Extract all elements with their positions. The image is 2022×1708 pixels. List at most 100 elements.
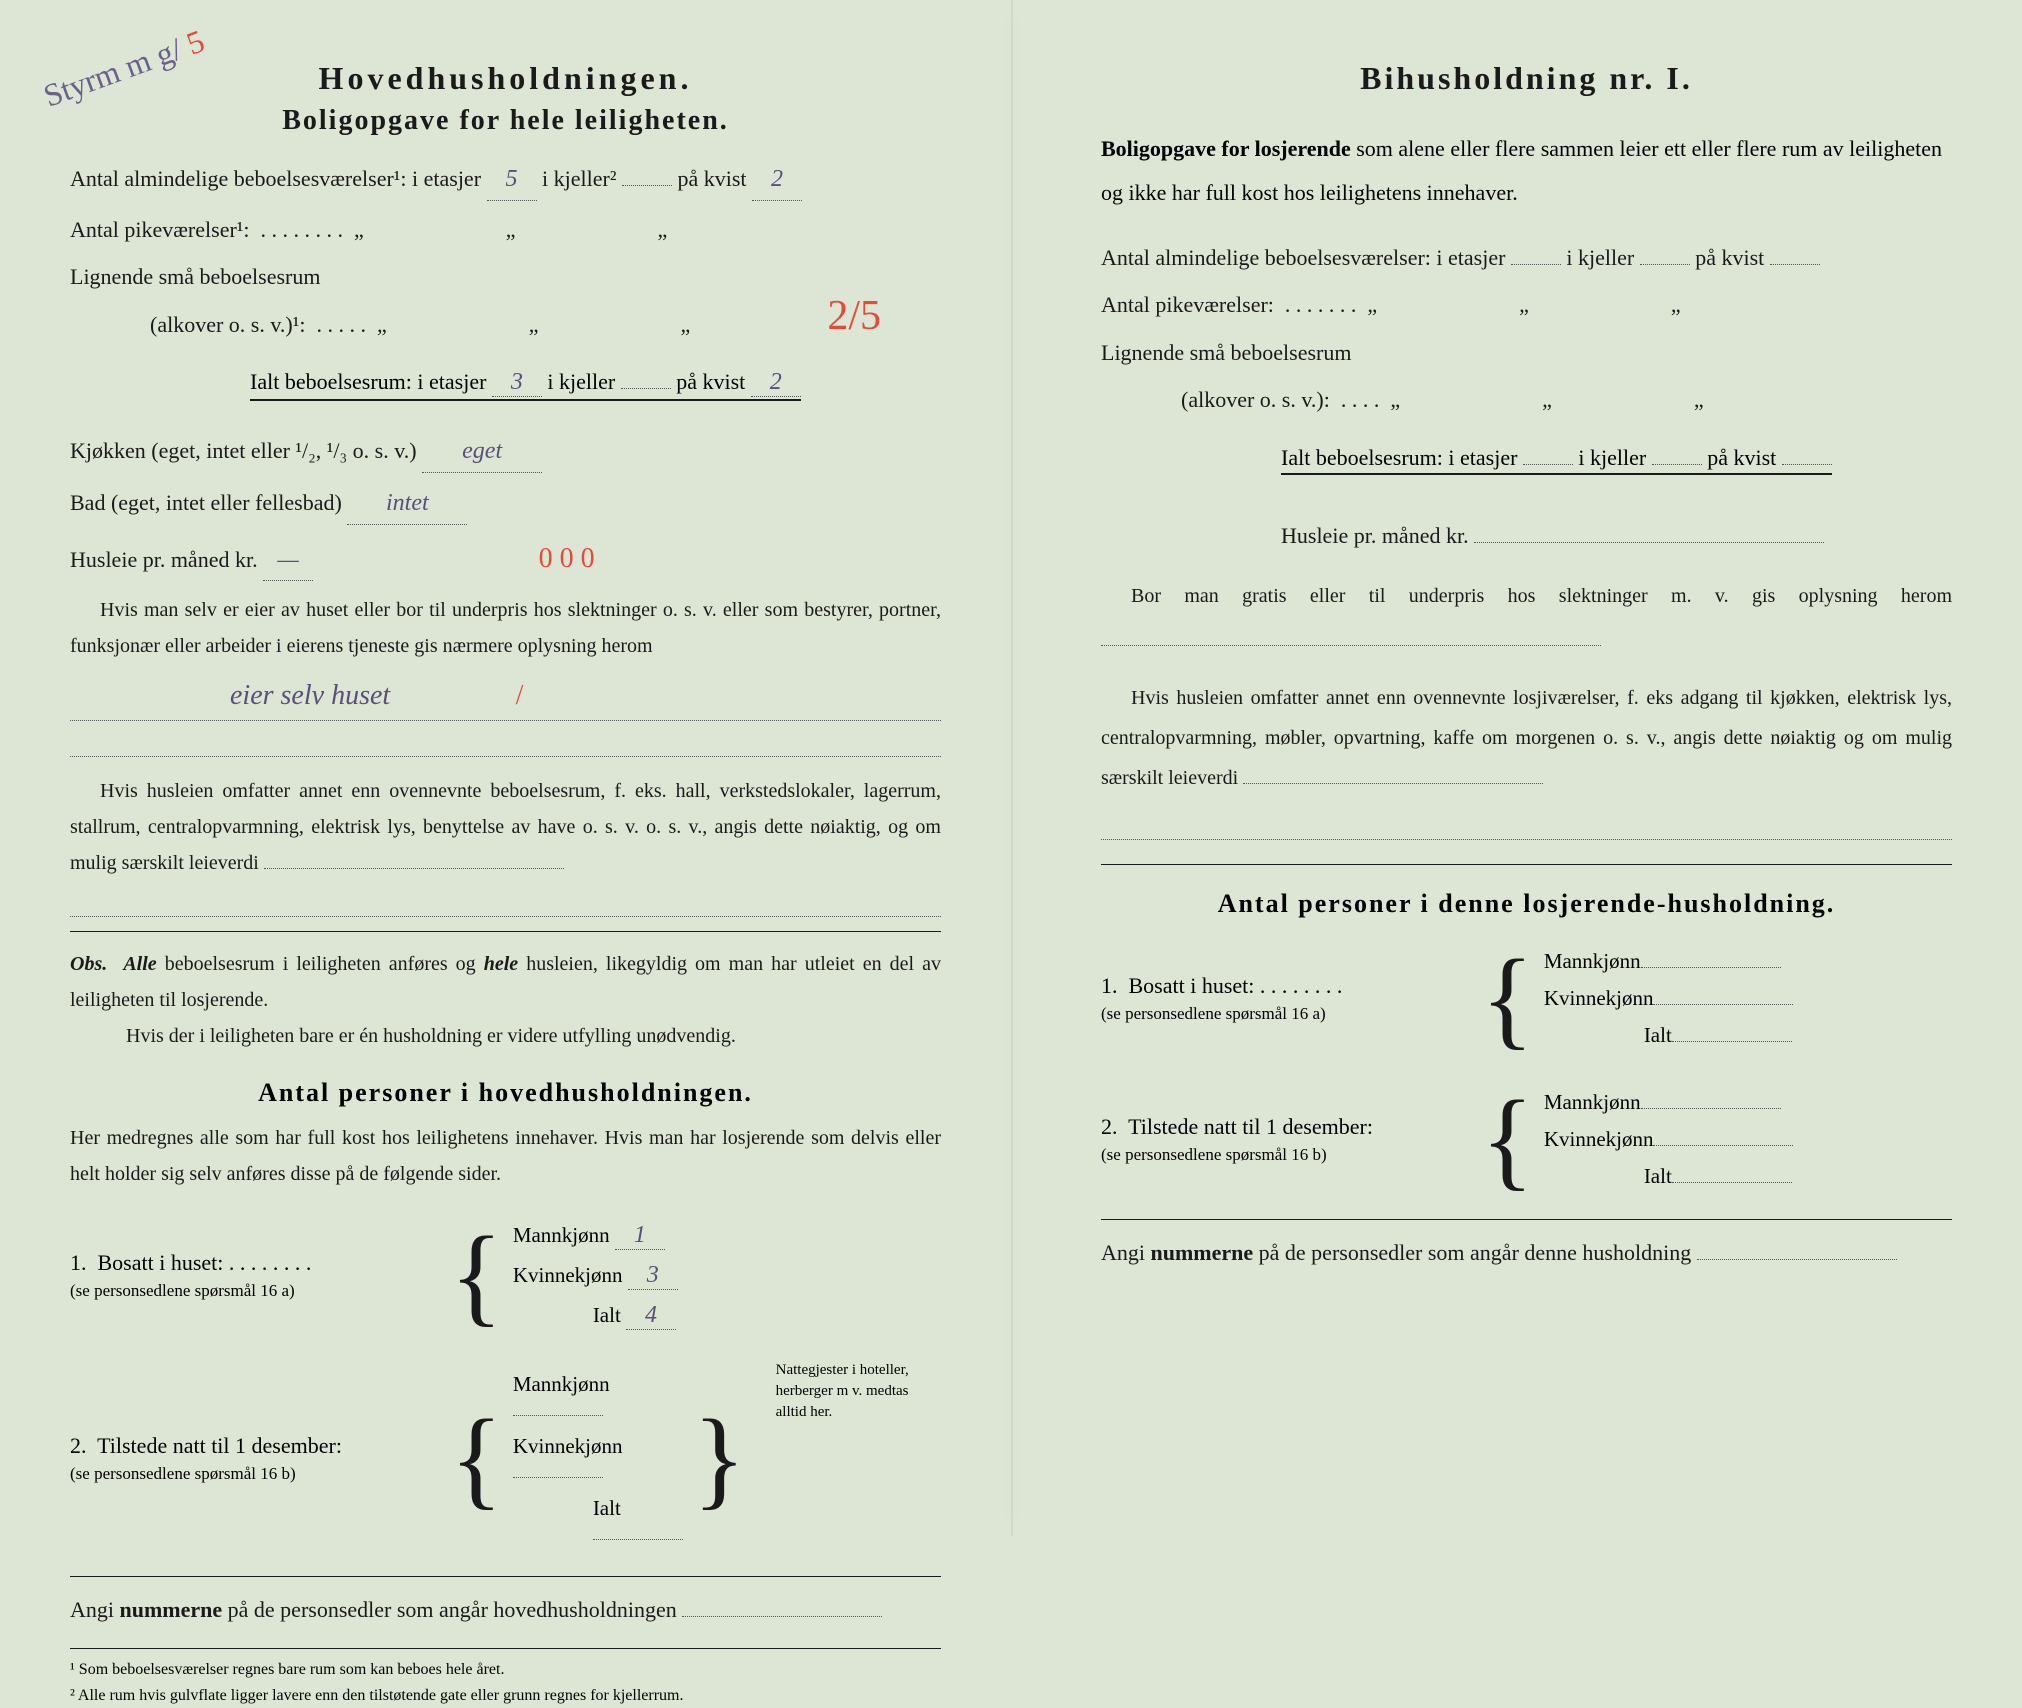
rooms-kjeller-value [622,185,672,186]
brace-left-icon-2: { [450,1360,503,1558]
q2-ialt-label: Ialt [593,1496,621,1520]
kjokken-line: Kjøkken (eget, intet eller ¹/₂, ¹/₃ o. s… [70,431,941,473]
r-q1-brace: { Mannkjønn Kvinnekjønn Ialt [1471,937,1793,1060]
brace-left-icon: { [450,1210,503,1342]
q2-fields: Mannkjønn Kvinnekjønn Ialt [513,1360,683,1558]
r-total-etasjer [1523,464,1573,465]
left-subtitle: Boligopgave for hele leiligheten. [70,105,941,137]
q2-sub: (se personsedlene spørsmål 16 b) [70,1462,440,1486]
q2-left: 2. Tilstede natt til 1 desember: (se per… [70,1431,440,1486]
divider-2 [70,1576,941,1577]
husleie-label: Husleie pr. måned kr. [70,547,258,572]
red-margin-fraction: 2/5 [827,292,881,340]
total-label: Ialt beboelsesrum: i etasjer [250,369,486,394]
right-page: Bihusholdning nr. I. Boligopgave for los… [1011,0,2022,1536]
r-brace-1-icon: { [1481,937,1534,1060]
kjokken-value: eget [422,431,542,473]
q2-label: Tilstede natt til 1 desember: [97,1433,342,1458]
r-angi: Angi nummerne på de personsedler som ang… [1101,1234,1952,1271]
bad-line: Bad (eget, intet eller fellesbad) intet [70,483,941,525]
r-explain1: Bor man gratis eller til underpris hos s… [1101,574,1952,662]
q1-mann-label: Mannkjønn [513,1223,610,1247]
right-title: Bihusholdning nr. I. [1101,60,1952,97]
r-alkover-label: (alkover o. s. v.): [1181,387,1330,412]
r-total-kjeller-label: i kjeller [1578,445,1646,470]
r-q2-sub: (se personsedlene spørsmål 16 b) [1101,1143,1471,1167]
r-q1-kvinne-blank [1653,1004,1793,1005]
blank-line-1 [70,727,941,757]
angi-line: Angi nummerne på de personsedler som ang… [70,1591,941,1628]
explain2-text: Hvis husleien omfatter annet enn ovennev… [70,773,941,881]
divider-1 [70,931,941,932]
q1-fields: Mannkjønn 1 Kvinnekjønn 3 Ialt 4 [513,1210,678,1342]
r-q2-kvinne-blank [1653,1145,1793,1146]
q2-mann-blank [513,1415,603,1416]
r-angi-text: Angi nummerne på de personsedler som ang… [1101,1240,1691,1265]
r-husleie-label: Husleie pr. måned kr. [1281,523,1469,548]
q2-side-note: Nattegjester i hoteller, herberger m v. … [776,1360,941,1558]
obs-block: Obs. Alle beboelsesrum i leiligheten anf… [70,946,941,1054]
alkover-line: (alkover o. s. v.)¹: . . . . . „ „ „ [70,306,941,343]
r-q2-block: 2. Tilstede natt til 1 desember: (se per… [1101,1078,1952,1201]
r-kjeller-blank [1640,264,1690,265]
r-q1-kvinne: Kvinnekjønn [1544,986,1654,1010]
total-kvist-value: 2 [751,369,801,397]
obs-text-2: Hvis der i leiligheten bare er én hushol… [126,1025,736,1047]
r-kvist-label: på kvist [1695,245,1764,270]
r-alkover-line: (alkover o. s. v.): . . . . „ „ „ [1101,381,1952,418]
q2-ialt-blank [593,1539,683,1540]
q2-num: 2. [70,1433,87,1458]
obs-text-1: beboelsesrum i leiligheten anføres og [165,953,484,975]
r-q1-block: 1. Bosatt i huset: . . . . . . . . (se p… [1101,937,1952,1060]
r-pike-line: Antal pikeværelser: . . . . . . . „ „ „ [1101,286,1952,323]
q2-mann-label: Mannkjønn [513,1372,610,1396]
r-q2-num: 2. [1101,1114,1118,1139]
q1-num: 1. [70,1250,87,1275]
obs-label: Obs. [70,953,107,975]
r-q1-mann: Mannkjønn [1544,949,1641,973]
q1-sub: (se personsedlene spørsmål 16 a) [70,1279,440,1303]
rooms-kvist-label: på kvist [677,166,746,191]
footnotes: ¹ Som beboelsesværelser regnes bare rum … [70,1648,941,1708]
persons-title: Antal personer i hovedhusholdningen. [70,1078,941,1108]
q2-brace-group: { Mannkjønn Kvinnekjønn Ialt } Nattegjes… [440,1360,941,1558]
q1-left: 1. Bosatt i huset: . . . . . . . . (se p… [70,1248,440,1303]
r-husleie-blank [1474,542,1824,543]
r-angi-blank [1697,1259,1897,1260]
q1-kvinne-label: Kvinnekjønn [513,1263,623,1287]
q1-kvinne-value: 3 [628,1262,678,1290]
angi-blank [682,1616,882,1617]
r-q1-ialt-blank [1672,1041,1792,1042]
r-q2-mann-blank [1641,1108,1781,1109]
r-brace-2-icon: { [1481,1078,1534,1201]
r-husleie: Husleie pr. måned kr. [1281,517,1952,554]
rooms-main-label: Antal almindelige beboelsesværelser¹: i … [70,166,481,191]
q2-block: 2. Tilstede natt til 1 desember: (se per… [70,1360,941,1558]
r-explain2: Hvis husleien omfatter annet enn ovennev… [1101,678,1952,798]
r-q1-num: 1. [1101,973,1118,998]
r-q1-label: Bosatt i huset: [1129,973,1255,998]
r-ditto-2: „ „ „ [1390,387,1727,412]
explain1-value-line: eier selv huset / [70,672,941,721]
ditto-marks-2: „ „ „ [377,312,714,337]
blank-line-2 [70,889,941,917]
lignende-line: Lignende små beboelsesrum [70,258,941,295]
r-q2-kvinne: Kvinnekjønn [1544,1127,1654,1151]
r-total-kvist-label: på kvist [1707,445,1776,470]
explain1-text: Hvis man selv er eier av huset eller bor… [70,592,941,664]
r-q1-mann-blank [1641,967,1781,968]
left-page: Styrm m g/ 5 Hovedhusholdningen. Boligop… [0,0,1011,1536]
q1-brace-group: { Mannkjønn 1 Kvinnekjønn 3 Ialt 4 [440,1210,678,1342]
left-title: Hovedhusholdningen. [70,60,941,97]
q1-label: Bosatt i huset: [98,1250,224,1275]
r-divider-2 [1101,1219,1952,1220]
r-total-line: Ialt beboelsesrum: i etasjer i kjeller p… [1101,429,1952,493]
q1-mann-value: 1 [615,1222,665,1250]
total-rooms-line: Ialt beboelsesrum: i etasjer 3 i kjeller… [70,353,941,419]
alkover-label: (alkover o. s. v.)¹: [150,312,305,337]
husleie-line: Husleie pr. måned kr. — 0 0 0 [70,535,941,583]
r-q2-left: 2. Tilstede natt til 1 desember: (se per… [1101,1112,1471,1167]
intro-bold: Boligopgave for losjerende [1101,136,1351,161]
r-blank-line [1101,806,1952,840]
explain2-blank [264,868,564,869]
